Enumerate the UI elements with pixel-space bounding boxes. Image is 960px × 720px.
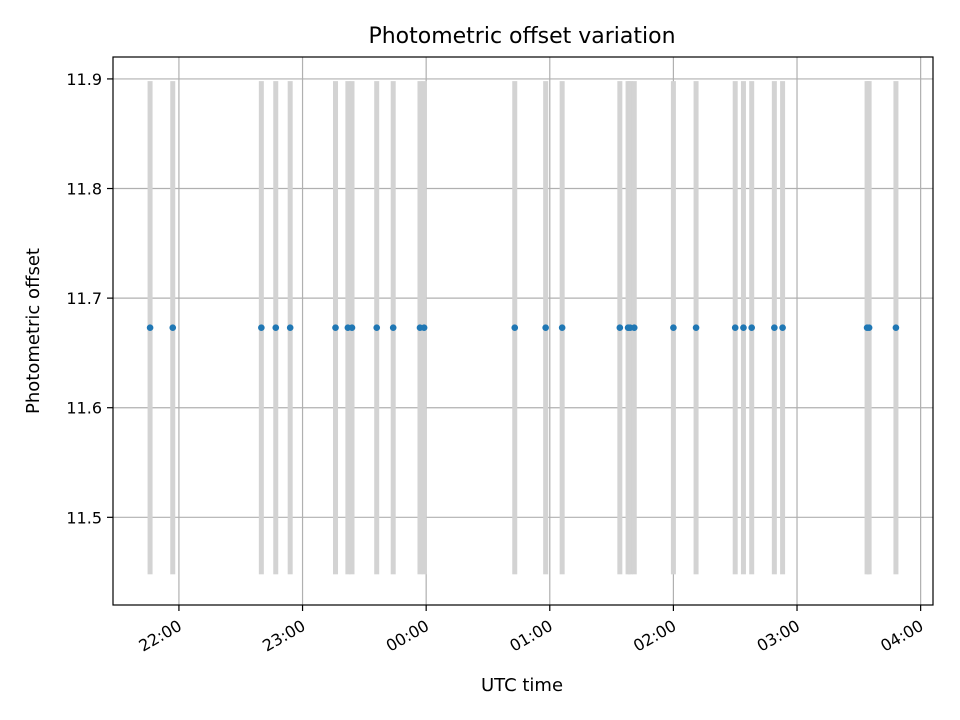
y-tick-label: 11.6 xyxy=(66,399,102,418)
plot-frame xyxy=(112,56,934,606)
x-axis-label: UTC time xyxy=(481,675,563,696)
chart-title: Photometric offset variation xyxy=(368,24,675,49)
x-tick-label: 00:00 xyxy=(383,616,432,656)
data-point xyxy=(616,324,624,332)
data-point xyxy=(692,324,700,332)
y-axis-ticks: 11.5 11.6 11.7 11.8 11.9 xyxy=(66,70,113,527)
grid-lines xyxy=(113,57,933,605)
y-axis-label: Photometric offset xyxy=(23,248,44,414)
data-point xyxy=(332,324,339,332)
data-point xyxy=(558,324,566,332)
data-point xyxy=(146,324,154,332)
data-point xyxy=(258,324,265,332)
data-points xyxy=(146,324,900,332)
y-tick-label: 11.5 xyxy=(66,508,102,527)
x-tick-label: 23:00 xyxy=(259,616,308,656)
x-tick-label: 22:00 xyxy=(135,616,184,656)
y-tick-label: 11.7 xyxy=(66,289,102,308)
data-point xyxy=(779,324,786,332)
data-point xyxy=(748,324,755,332)
data-point xyxy=(272,324,280,332)
data-point xyxy=(169,324,177,332)
data-point xyxy=(511,324,519,332)
x-tick-label: 04:00 xyxy=(877,616,926,656)
y-tick-label: 11.8 xyxy=(66,180,102,199)
data-point xyxy=(542,324,549,332)
data-point xyxy=(420,324,428,332)
data-point xyxy=(348,324,356,332)
data-point xyxy=(670,324,677,332)
data-point xyxy=(286,324,294,332)
data-point xyxy=(373,324,381,332)
data-point xyxy=(731,324,739,332)
x-axis-ticks: 22:00 23:00 00:00 01:00 02:00 03:00 04:00 xyxy=(135,605,927,656)
y-tick-label: 11.9 xyxy=(66,70,102,89)
data-point xyxy=(771,324,778,332)
x-tick-label: 01:00 xyxy=(506,616,555,656)
data-point xyxy=(865,324,873,332)
x-tick-label: 02:00 xyxy=(630,616,679,656)
data-point xyxy=(389,324,397,332)
x-tick-label: 03:00 xyxy=(754,616,803,656)
data-point xyxy=(892,324,900,332)
data-point xyxy=(740,324,747,332)
data-point xyxy=(630,324,638,332)
